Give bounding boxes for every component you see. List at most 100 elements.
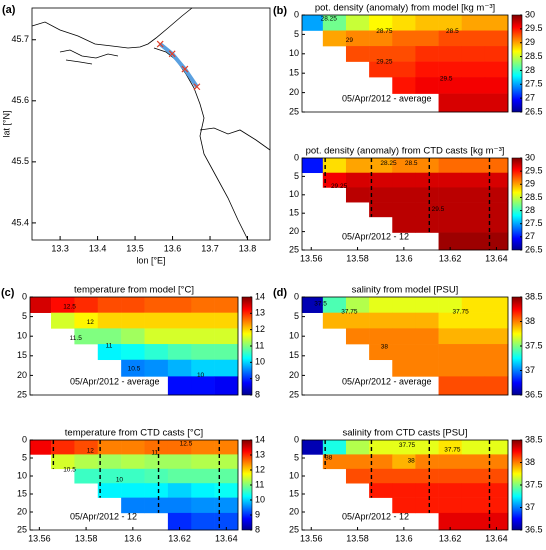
y-tick-label: 10 (289, 470, 299, 480)
section-cell (484, 15, 509, 31)
chart-title: temperature from model [°C] (74, 285, 194, 296)
section-cell (191, 344, 215, 361)
y-tick-label: 45.6 (11, 95, 29, 105)
section-cell (167, 344, 192, 361)
y-axis-label: lat [°N] (1, 110, 11, 137)
section-cell (322, 172, 347, 188)
section-cell (392, 497, 416, 514)
section-cell (369, 46, 393, 62)
section-cell (214, 297, 239, 313)
y-tick-label: 0 (294, 434, 299, 444)
section-cell (415, 77, 439, 94)
x-tick-label: 13.6 (124, 533, 142, 543)
section-cell (392, 328, 416, 345)
section-cell (51, 440, 75, 455)
chart-title: salinity from model [PSU] (352, 285, 459, 296)
station-marker (193, 83, 201, 91)
section-cell (484, 187, 509, 203)
contour-label: 37.75 (444, 447, 461, 454)
section-cell (144, 497, 169, 514)
colorbar-tick-label: 37.5 (525, 340, 543, 350)
section-cell (438, 30, 463, 47)
section-cell (392, 216, 416, 233)
contour-label: 12 (87, 448, 95, 455)
section-cell (484, 359, 509, 377)
transect-line (158, 42, 199, 88)
section-cell (214, 359, 239, 377)
contour-label: 29.5 (440, 76, 453, 83)
y-tick-label: 10 (289, 331, 299, 341)
colorbar-tick-label: 29 (525, 37, 535, 47)
colorbar-tick-label: 10 (255, 357, 265, 367)
section-cell (461, 216, 486, 233)
y-tick-label: 20 (289, 506, 299, 516)
section-cell (461, 483, 486, 498)
y-tick-label: 5 (22, 452, 27, 462)
section-cell (369, 468, 393, 484)
section-cell (392, 312, 416, 329)
section-cell (121, 468, 145, 484)
y-tick-label: 20 (289, 370, 299, 380)
x-tick-label: 13.6 (395, 533, 413, 543)
axes-frame (301, 296, 509, 396)
section-cell (345, 46, 370, 62)
section-cell (51, 312, 75, 329)
section-cell (484, 312, 509, 329)
section-cell (322, 312, 347, 329)
station-marker (168, 50, 176, 58)
section-cell (369, 187, 393, 203)
y-tick-label: 45.7 (11, 34, 29, 44)
section-cell (484, 61, 509, 78)
y-tick-label: 0 (22, 434, 27, 444)
contour-label: 29.5 (432, 206, 445, 213)
contour-label: 10.5 (128, 365, 141, 372)
section-cell (144, 483, 169, 498)
section-cell (484, 440, 509, 455)
section-cell (191, 454, 215, 470)
y-tick-label: 25 (17, 524, 27, 534)
section-cell (438, 232, 463, 251)
section-cell (461, 376, 486, 396)
y-tick-label: 0 (294, 9, 299, 19)
y-tick-label: 0 (22, 291, 27, 301)
section-cell (392, 46, 416, 62)
section-cell (97, 454, 122, 470)
section-cell (438, 359, 463, 377)
y-tick-label: 10 (17, 470, 27, 480)
colorbar-tick-label: 26.5 (525, 244, 543, 254)
contour-label: 11 (106, 343, 113, 350)
section-cell (461, 312, 486, 329)
section-cell (369, 440, 393, 455)
section-cell (191, 376, 215, 396)
y-tick-label: 25 (17, 389, 27, 399)
contour-label: 29.25 (331, 183, 348, 190)
y-tick-label: 0 (294, 152, 299, 162)
section-cell (97, 312, 122, 329)
axes-frame (29, 296, 239, 396)
section-cell (214, 512, 239, 531)
x-tick-label: 13.64 (485, 533, 508, 543)
section-cell (97, 297, 122, 313)
section-cell (144, 440, 169, 455)
section-cell (484, 497, 509, 514)
section-cell (30, 297, 52, 313)
section-cell (345, 15, 370, 31)
section-cell (214, 497, 239, 514)
y-tick-label: 15 (17, 488, 27, 498)
section-cell (484, 46, 509, 62)
section-cell (392, 158, 416, 174)
section-cell (392, 15, 416, 31)
section-cell (484, 30, 509, 47)
coastline (31, 7, 271, 241)
section-cell (461, 232, 486, 251)
section-cell (345, 312, 370, 329)
contour-label: 28.5 (405, 160, 418, 167)
section-cell (461, 512, 486, 531)
section-cell (484, 376, 509, 396)
colorbar-tick-label: 30 (525, 9, 535, 19)
section-cell (438, 468, 463, 484)
chart-title: salinity from CTD casts [PSU] (342, 428, 467, 439)
section-cell (438, 328, 463, 345)
axes-frame (301, 14, 509, 113)
section-cell (74, 454, 99, 470)
